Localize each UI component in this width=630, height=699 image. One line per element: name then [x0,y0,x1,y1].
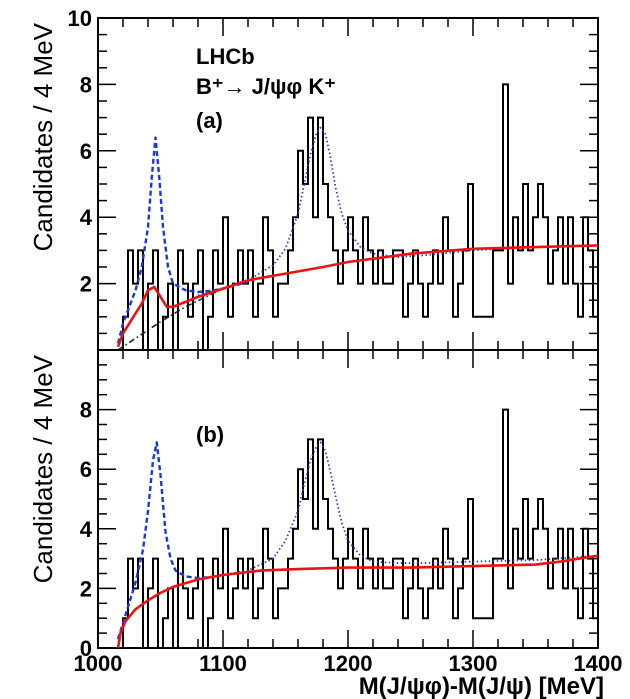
y-tick-label: 4 [80,205,93,230]
x-axis-label: M(J/ψφ)-M(J/ψ) [MeV] [359,673,604,699]
decay-label: B⁺→ J/ψφ K⁺ [196,74,336,99]
y-axis-label: Candidates / 4 MeV [28,22,58,251]
y-tick-label: 2 [80,576,92,601]
y-tick-label: 8 [80,72,92,97]
curve-second-peak-contribution [197,126,599,297]
y-tick-label: 8 [80,398,92,423]
y-tick-label: 6 [80,139,92,164]
panel-label: (b) [196,422,224,447]
y-tick-label: 0 [80,636,92,661]
histogram-steps [118,408,599,649]
x-tick-label: 1400 [574,651,623,676]
y-tick-label: 2 [80,272,92,297]
x-tick-label: 1000 [74,651,123,676]
curve-second-peak-contribution [222,441,599,576]
x-tick-label: 1100 [199,651,247,676]
curve-total-fit [116,554,599,649]
panel-b: 0 2 4 6 8 Candidates / 4 MeV (b) [28,349,599,661]
panel-label: (a) [196,108,223,133]
y-tick-label: 6 [80,457,92,482]
x-tick-label: 1200 [324,651,373,676]
experiment-label: LHCb [196,44,255,69]
y-axis-label: Candidates / 4 MeV [28,354,58,583]
y-tick-label: 4 [80,517,93,542]
y-tick-label: 10 [68,6,92,31]
curve-background-phase-space- [117,287,224,351]
curve-total-fit [116,244,599,348]
histogram-steps [118,83,599,351]
x-tick-label: 1300 [449,651,498,676]
panel-a: 2 4 6 8 10 Candidates / 4 MeV LHCb B⁺→ J/ψφ K⁺ (… [28,6,599,351]
